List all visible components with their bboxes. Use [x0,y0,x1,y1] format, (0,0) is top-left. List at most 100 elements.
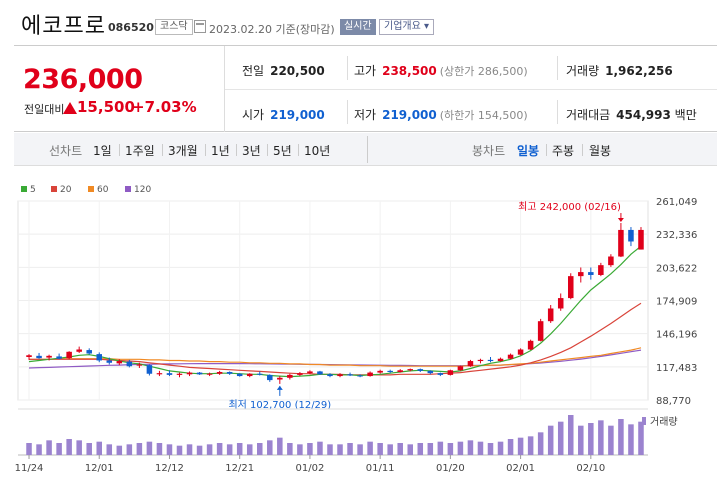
chart-svg: 5 20 60 120 최고 242,000 (02/16) 최저 102,700 (1… [15,185,698,474]
volume-bar [608,425,614,455]
candle-body [26,355,32,357]
volume-bar [507,439,514,455]
candle-body [256,373,263,375]
volume-bar [226,444,233,455]
period-3m[interactable]: 3개월 [168,144,198,158]
volume-bar [337,444,343,455]
volume-bar [56,443,62,455]
x-tick-label: 02/10 [576,463,605,474]
candle-body [56,356,62,359]
period-1w[interactable]: 1주일 [125,144,155,158]
x-tick-label: 01/11 [366,463,395,474]
candle-body [477,359,484,362]
candle-body [628,229,634,242]
amount-value: 454,993 [616,108,671,122]
volume-value: 1,962,256 [605,64,673,78]
company-overview-dropdown[interactable]: 기업개요 ▾ [379,19,434,35]
x-tick-label: 01/02 [296,463,325,474]
volume-bar [106,444,113,455]
volume-bar [407,444,414,455]
toolbar-separator [267,144,268,156]
volume-bar [517,437,524,455]
period-toolbar: 선차트 1일 1주일 3개월 1년 3년 5년 10년 봉차트 일봉 주봉 월봉 [14,133,717,166]
open-value: 219,000 [270,108,325,122]
volume-bar [377,443,383,455]
legend-label: 60 [97,185,109,195]
candle-body [567,276,574,299]
prev-close-cell: 전일 220,500 [242,62,325,79]
period-1d[interactable]: 1일 [93,144,112,158]
candle-body [246,373,253,377]
volume-bar [467,440,474,455]
prev-close-value: 220,500 [270,64,325,78]
candle-body [297,373,303,375]
candle-body [216,372,223,374]
y-tick-label: 232,336 [656,230,697,241]
y-tick-label: 117,483 [656,363,697,374]
realtime-button[interactable]: 실시간 [340,19,376,35]
volume-bar [86,443,92,455]
candlestick-chart: 5 20 60 120 최고 242,000 (02/16) 최저 102,700 (1… [0,170,717,490]
date-axis: 11/24 12/01 12/12 12/21 01/02 01/11 01/20 02/01… [15,455,605,474]
legend-swatch [125,186,131,192]
period-1y[interactable]: 1년 [211,144,230,158]
volume-bar [497,441,504,455]
market-badge: 코스닥 [155,19,193,35]
volume-bar [136,443,143,455]
stock-name: 에코프로 [21,14,106,39]
volume-cell: 거래량 1,962,256 [566,62,673,79]
volume-bar [256,443,263,455]
volume-bar [196,445,203,455]
candle-body [387,370,393,373]
volume-bar [347,443,353,455]
chart-annotations: 최고 242,000 (02/16) 최저 102,700 (12/29) [228,201,624,411]
volume-bar [578,425,584,455]
candle-body [196,372,203,375]
volume-bar [628,424,634,455]
candle-body [126,361,133,367]
candle-body [507,354,514,359]
candle-weekly[interactable]: 주봉 [552,144,575,158]
candle-body [206,373,213,375]
volume-bar [387,444,393,455]
candle-body [517,349,524,355]
period-3y[interactable]: 3년 [242,144,261,158]
x-tick-label: 12/12 [155,463,184,474]
candle-body [166,373,173,375]
candle-chart-label: 봉차트 [472,144,506,158]
candle-monthly[interactable]: 월봉 [589,144,612,158]
low-label: 저가 [354,108,377,122]
legend-label: 20 [60,185,72,195]
candle-body [487,359,494,362]
ma60-line [29,347,642,367]
candle-body [377,370,383,373]
candle-body [367,372,373,377]
volume-bar [487,443,494,455]
candle-body [557,298,564,309]
volume-bar [236,443,243,455]
period-5y[interactable]: 5년 [273,144,292,158]
candle-daily[interactable]: 일봉 [517,144,540,158]
change-label: 전일대비 [24,103,65,116]
y-tick-label: 203,622 [656,263,697,274]
volume-legend-swatch [642,417,646,425]
volume-bar [557,421,564,455]
toolbar-separator [236,144,237,156]
base-date: 2023.02.20 기준(장마감) [209,23,335,36]
toolbar-separator [119,144,120,156]
candle-body [608,256,614,266]
candle-body [86,350,92,354]
candle-body [527,340,534,350]
candle-body [146,365,153,374]
lower-limit: (하한가 154,500) [439,109,528,122]
x-tick-label: 01/20 [436,463,465,474]
upper-limit: (상한가 286,500) [439,65,528,78]
legend-swatch [21,186,27,192]
volume-bar [427,443,434,455]
volume-bar [206,444,213,455]
volume-bar [116,445,123,455]
period-10y[interactable]: 10년 [304,144,331,158]
volume-bar [307,443,313,455]
candle-body [226,372,233,374]
volume-bar [447,443,454,455]
